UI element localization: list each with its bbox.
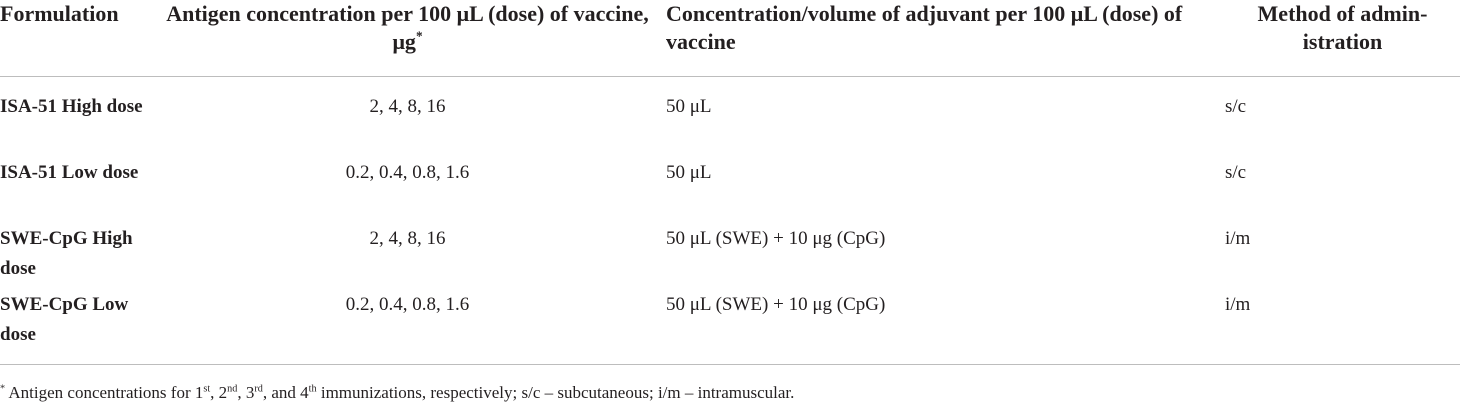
ordinal-suffix: nd	[227, 383, 238, 395]
table-cell: s/c	[1225, 96, 1247, 117]
data-table: Formulation Antigen concentration per 10…	[0, 0, 1460, 365]
table-cell: i/m	[1225, 228, 1251, 249]
table-cell: 50 μL (SWE) + 10 μg (CpG)	[660, 290, 1225, 365]
table-body: ISA-51 High dose 2, 4, 8, 16 50 μL s/c ISA-5…	[0, 77, 1460, 365]
ordinal-suffix: th	[308, 383, 317, 395]
table-cell: 2, 4, 8, 16	[369, 96, 446, 117]
footnote-marker: *	[0, 383, 6, 395]
table-cell: i/m	[1225, 290, 1460, 365]
footnote: * Antigen concentrations for 1st, 2nd, 3…	[0, 382, 794, 404]
table-cell: 50 μL	[666, 162, 712, 183]
table-row: ISA-51 High dose 2, 4, 8, 16 50 μL s/c	[0, 77, 1460, 159]
ordinal-suffix: rd	[254, 383, 263, 395]
footnote-text: , 2	[210, 383, 228, 402]
table-row: SWE-CpG Low dose 0.2, 0.4, 0.8, 1.6 50 μL …	[0, 290, 1460, 365]
column-header: Concentration/volume of adjuvant per 100…	[660, 0, 1225, 77]
header-row: Formulation Antigen concentration per 10…	[0, 0, 1460, 77]
footnote-text: Antigen concentrations for 1	[8, 383, 204, 402]
column-header: Antigen concentration per 100 μL (dose) …	[155, 0, 660, 77]
column-header: Formulation	[0, 0, 155, 77]
footnote-marker: *	[415, 28, 423, 44]
table-row: ISA-51 Low dose 0.2, 0.4, 0.8, 1.6 50 μL s/…	[0, 158, 1460, 224]
row-label: SWE-CpG Low dose	[0, 290, 155, 365]
footnote-text: immunizations, respectively; s/c – subcu…	[316, 383, 795, 402]
table-cell: 0.2, 0.4, 0.8, 1.6	[345, 162, 470, 183]
footnote-text: , 3	[237, 383, 255, 402]
column-header-text: Antigen concentration per 100 μL (dose) …	[166, 1, 649, 54]
table-cell: 0.2, 0.4, 0.8, 1.6	[155, 290, 660, 365]
row-label: ISA-51 High dose	[0, 96, 143, 117]
row-label: SWE-CpG High dose	[0, 228, 133, 279]
row-label: ISA-51 Low dose	[0, 162, 139, 183]
table-cell: 2, 4, 8, 16	[369, 228, 446, 249]
footnote-text: , and 4	[262, 383, 309, 402]
ordinal-suffix: st	[203, 383, 211, 395]
table-cell: 50 μL	[666, 96, 712, 117]
table-cell: s/c	[1225, 162, 1247, 183]
table-row: SWE-CpG High dose 2, 4, 8, 16 50 μL (SWE) …	[0, 224, 1460, 290]
column-header: Method of admin-istration	[1225, 0, 1460, 77]
table-cell: 50 μL (SWE) + 10 μg (CpG)	[666, 228, 886, 249]
